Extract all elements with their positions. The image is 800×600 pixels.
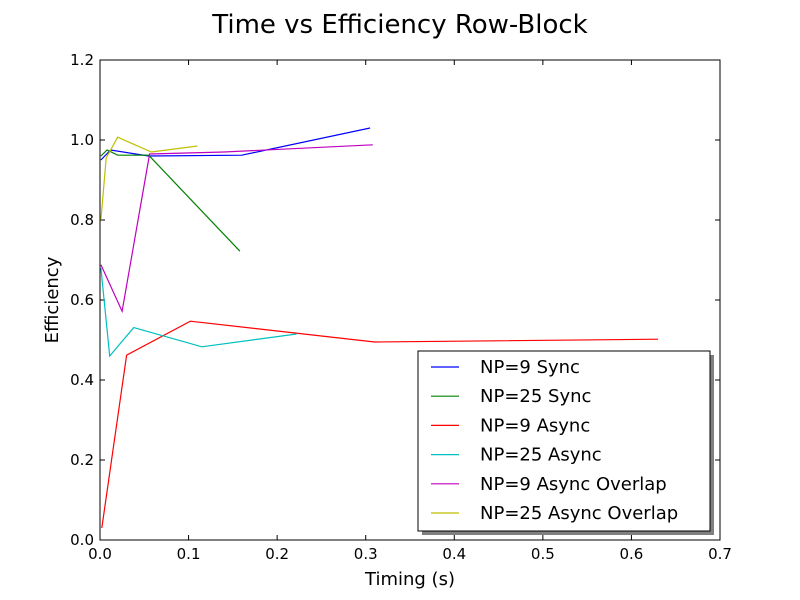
series-lines [100,127,659,529]
series-line-np-9-async [101,320,659,529]
y-tick-label: 0.2 [70,451,94,469]
x-tick-label: 0.6 [619,545,643,563]
series-line-np-25-async-overlap [100,136,198,221]
x-tick-label: 0.1 [177,545,201,563]
y-tick-label: 0.6 [70,291,94,309]
y-tick-label: 1.2 [70,51,94,69]
plot-frame [99,59,721,541]
y-tick-label: 1.0 [70,131,94,149]
x-axis-label: Timing (s) [364,569,455,590]
y-axis-ticks: 0.0 0.2 0.4 0.6 0.8 1.0 1.2 [70,51,720,549]
y-tick-label: 0.0 [70,531,94,549]
y-tick-label: 0.4 [70,371,94,389]
legend-label: NP=25 Sync [480,386,591,407]
x-tick-label: 0.5 [531,545,555,563]
legend-label: NP=9 Sync [480,357,580,378]
legend: NP=9 Sync NP=25 Sync NP=9 Async NP=25 Async… [417,350,714,535]
legend-label: NP=9 Async [480,415,590,436]
y-tick-label: 0.8 [70,211,94,229]
legend-label: NP=9 Async Overlap [480,474,667,495]
x-tick-label: 0.7 [708,545,732,563]
y-axis-label: Efficiency [42,256,63,343]
x-axis-ticks: 0.0 0.1 0.2 0.3 0.4 0.5 0.6 0.7 [88,60,732,563]
legend-box [417,350,711,532]
series-line-np-9-async-overlap [100,144,373,314]
chart-title: Time vs Efficiency Row-Block [211,10,587,40]
legend-label: NP=25 Async [480,445,602,466]
series-line-np-25-sync [100,149,241,252]
x-tick-label: 0.3 [354,545,378,563]
x-tick-label: 0.0 [88,545,112,563]
x-tick-label: 0.2 [265,545,289,563]
series-line-np-25-async [100,267,297,358]
x-tick-label: 0.4 [442,545,466,563]
legend-label: NP=25 Async Overlap [480,503,678,524]
